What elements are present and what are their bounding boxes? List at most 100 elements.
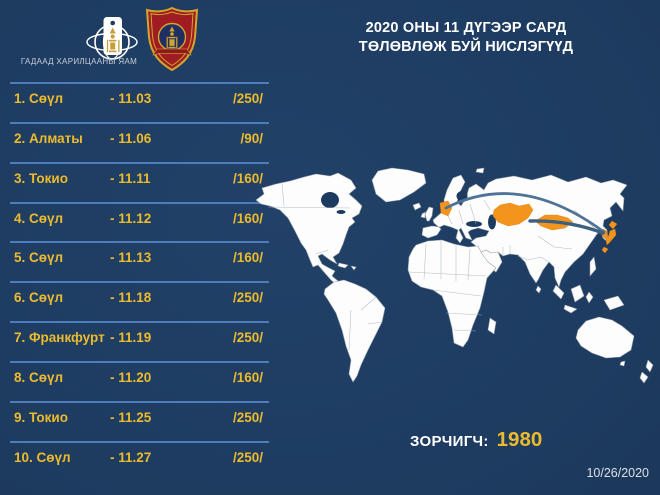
flight-num: 6.	[14, 290, 26, 306]
flight-row: 3. Токио - 11.11 /160/	[10, 161, 269, 202]
highlighted-countries	[439, 200, 618, 254]
flight-capacity: /160/	[232, 250, 263, 266]
flight-num: 4.	[14, 210, 26, 226]
great-britain	[424, 206, 434, 222]
flight-num: 5.	[14, 250, 26, 266]
philippines	[589, 256, 597, 277]
new-guinea	[603, 295, 625, 311]
title-line2: ТӨЛӨВЛӨЖ БУЙ НИСЛЭГҮҮД	[358, 39, 574, 56]
flight-table: 1. Сөүл - 11.03 /250/ 2. Алматы - 11.06 …	[10, 82, 269, 480]
africa	[407, 239, 497, 348]
hispaniola	[350, 265, 357, 271]
flight-city: Сөүл	[29, 250, 64, 266]
flight-city: Сөүл	[36, 449, 71, 465]
inland-seas	[321, 191, 496, 230]
black-sea	[466, 221, 482, 227]
borneo	[570, 284, 585, 303]
flight-row: 5. Сөүл - 11.13 /160/	[10, 241, 269, 281]
agency-shield-emblem	[146, 7, 198, 71]
flight-capacity: /250/	[232, 449, 263, 465]
flight-num: 3.	[14, 170, 26, 186]
flight-row: 2. Алматы - 11.06 /90/	[10, 121, 269, 162]
eurasia	[421, 174, 628, 288]
new-zealand-south	[639, 371, 649, 384]
flight-num: 7.	[14, 330, 26, 346]
highlight-japan-hokkaido	[608, 220, 618, 230]
flight-row: 8. Сөүл - 11.20 /160/	[10, 360, 269, 401]
ministry-name: ГАДААД ХАРИЛЦААНЫ ЯАМ	[20, 57, 138, 66]
hudson-bay	[321, 192, 339, 208]
highlight-japan-honshu	[605, 228, 617, 246]
flight-capacity: /250/	[232, 409, 263, 425]
soyombo-icon	[166, 26, 178, 49]
flight-capacity: /160/	[232, 369, 263, 385]
flight-row: 6. Сөүл - 11.18 /250/	[10, 281, 269, 321]
flight-city: Сөүл	[29, 91, 64, 106]
cuba	[337, 262, 349, 269]
flight-row: 10. Сөүл - 11.27 /250/	[10, 440, 269, 481]
flight-capacity: /250/	[232, 290, 263, 306]
flight-row: 7. Франкфурт - 11.19 /250/	[10, 321, 269, 361]
flight-row: 4. Сөүл - 11.12 /160/	[10, 201, 269, 242]
highlight-kazakhstan	[492, 202, 534, 227]
passengers-label: ЗОРЧИГЧ:	[410, 433, 489, 450]
flight-city: Сөүл	[29, 210, 64, 226]
flight-capacity: /160/	[232, 210, 263, 226]
flight-num: 9.	[14, 409, 26, 425]
flight-row: 9. Токио - 11.25 /250/	[10, 400, 269, 441]
flight-capacity: /90/	[240, 130, 263, 146]
flight-capacity: /250/	[232, 91, 263, 106]
caspian-sea	[488, 214, 496, 230]
route-arc-kazakhstan-korea	[528, 219, 605, 235]
flight-capacity: /160/	[232, 170, 263, 186]
route-arc-germany-korea	[444, 192, 606, 234]
baltic-sea	[456, 191, 468, 201]
flight-num: 1.	[14, 91, 26, 106]
flight-date: - 11.18	[110, 290, 152, 306]
flight-date: - 11.11	[110, 170, 151, 186]
title-line1: 2020 ОНЫ 11 ДҮГЭЭР САРД	[365, 20, 567, 36]
new-zealand-north	[645, 359, 654, 373]
svalbard	[475, 167, 485, 174]
flight-date: - 11.20	[110, 369, 152, 385]
iceland	[412, 202, 422, 211]
flight-date: - 11.06	[110, 130, 152, 146]
world-map	[256, 167, 654, 384]
north-america	[256, 172, 363, 288]
tasmania	[619, 360, 626, 367]
flight-num: 10.	[14, 449, 33, 465]
mfa-globe-logo	[86, 17, 138, 60]
madagascar	[487, 317, 497, 335]
flight-date: - 11.19	[110, 330, 152, 346]
flight-city: Сөүл	[29, 290, 64, 306]
flight-num: 8.	[14, 369, 26, 385]
flight-date: - 11.13	[110, 250, 152, 266]
sri-lanka	[535, 285, 542, 294]
flight-date: - 11.12	[110, 210, 152, 226]
continents	[256, 167, 654, 384]
flight-routes	[444, 192, 606, 235]
flight-date: - 11.03	[110, 91, 152, 106]
soyombo-icon	[106, 27, 120, 53]
sumatra	[552, 284, 565, 300]
great-lakes	[336, 210, 346, 214]
flight-city: Франкфурт	[29, 330, 105, 346]
page-title: 2020 ОНЫ 11 ДҮГЭЭР САРД ТӨЛӨВЛӨЖ БУЙ НИС…	[338, 19, 594, 57]
highlight-japan-kyushu	[601, 246, 609, 254]
passengers-value: 1980	[496, 428, 543, 451]
flight-city: Токио	[29, 170, 68, 186]
slide-date: 10/26/2020	[586, 466, 649, 480]
flight-city: Сөүл	[29, 369, 64, 385]
ireland	[420, 211, 426, 219]
greenland	[371, 167, 427, 203]
south-america	[323, 279, 386, 383]
flight-capacity: /250/	[232, 330, 263, 346]
australia	[575, 316, 635, 359]
flight-row: 1. Сөүл - 11.03 /250/	[10, 82, 269, 122]
java	[563, 304, 578, 314]
flight-city: Алматы	[29, 130, 83, 146]
flight-date: - 11.25	[110, 409, 152, 425]
sulawesi	[585, 291, 594, 304]
flight-date: - 11.27	[110, 449, 152, 465]
